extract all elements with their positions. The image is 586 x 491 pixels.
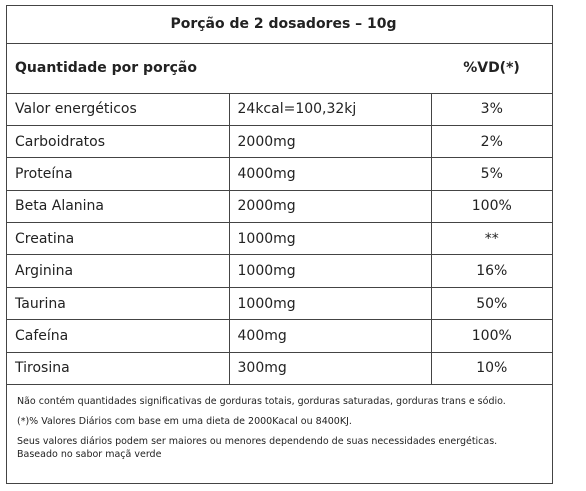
nutrient-amount: 1000mg — [228, 286, 432, 321]
nutrient-name: Beta Alanina — [7, 189, 230, 224]
footnote: Seus valores diários podem ser maiores o… — [17, 436, 498, 448]
nutrient-name: Arginina — [7, 254, 230, 288]
header-vd: %VD(*) — [431, 42, 553, 94]
nutrient-amount: 400mg — [228, 319, 432, 353]
nutrient-name: Taurina — [7, 286, 230, 321]
table-row: Creatina 1000mg ** — [7, 222, 553, 256]
nutrient-amount: 2000mg — [228, 189, 432, 224]
table-row: Cafeína 400mg 100% — [7, 319, 553, 353]
footnote: Não contém quantidades significativas de… — [17, 396, 506, 408]
table: Porção de 2 dosadores – 10g Quantidade p… — [7, 6, 553, 386]
nutrient-amount: 1000mg — [228, 222, 432, 256]
nutrient-vd: 5% — [430, 157, 553, 191]
nutrient-amount: 2000mg — [228, 124, 432, 159]
table-row: Valor energéticos 24kcal=100,32kj 3% — [7, 92, 553, 126]
nutrient-amount: 1000mg — [228, 254, 432, 288]
nutrient-vd: 16% — [430, 254, 553, 288]
nutrient-name: Cafeína — [7, 319, 230, 353]
table-row: Tirosina 300mg 10% — [7, 351, 553, 386]
footnote: (*)% Valores Diários com base em uma die… — [17, 416, 352, 428]
table-row: Arginina 1000mg 16% — [7, 254, 553, 288]
nutrient-name: Creatina — [7, 222, 230, 256]
nutrient-vd: 3% — [430, 92, 553, 126]
table-title: Porção de 2 dosadores – 10g — [7, 6, 553, 44]
nutrient-name: Valor energéticos — [7, 92, 230, 126]
nutrient-vd: 2% — [430, 124, 553, 159]
nutrient-vd: 100% — [430, 189, 553, 224]
nutrient-name: Proteína — [7, 157, 230, 191]
table-row: Taurina 1000mg 50% — [7, 286, 553, 321]
nutrient-amount: 4000mg — [228, 157, 432, 191]
nutrient-vd: ** — [430, 222, 553, 256]
nutrient-amount: 300mg — [228, 351, 432, 386]
nutrient-vd: 100% — [430, 319, 553, 353]
nutrient-vd: 10% — [430, 351, 553, 386]
footnotes: Não contém quantidades significativas de… — [7, 385, 552, 461]
footnote: Baseado no sabor maçã verde — [17, 449, 162, 461]
table-row: Proteína 4000mg 5% — [7, 157, 553, 191]
nutrition-table: Porção de 2 dosadores – 10g Quantidade p… — [6, 5, 553, 484]
nutrient-name: Tirosina — [7, 351, 230, 386]
nutrient-name: Carboidratos — [7, 124, 230, 159]
header-label: Quantidade por porção — [7, 42, 431, 94]
table-row: Beta Alanina 2000mg 100% — [7, 189, 553, 224]
table-row: Carboidratos 2000mg 2% — [7, 124, 553, 159]
nutrient-amount: 24kcal=100,32kj — [228, 92, 432, 126]
nutrient-vd: 50% — [430, 286, 553, 321]
